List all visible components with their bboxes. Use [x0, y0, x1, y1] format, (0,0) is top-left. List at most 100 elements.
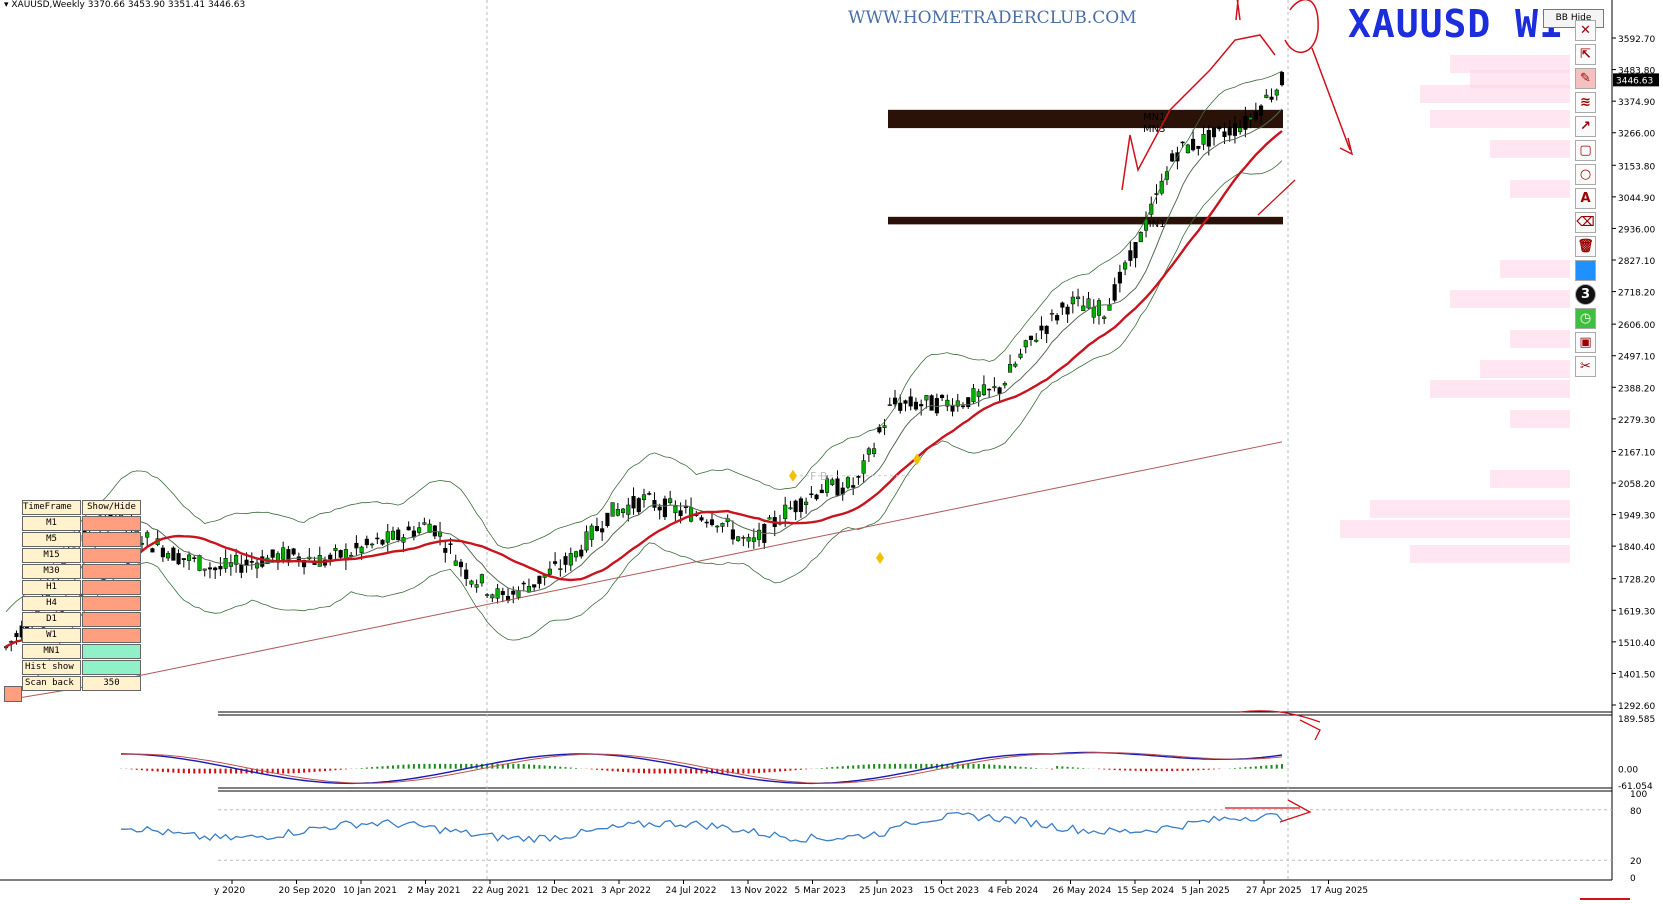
macd-histogram-bar [695, 768, 698, 774]
macd-tick-label: -61.054 [1618, 782, 1653, 792]
save-icon[interactable]: ▣ [1575, 332, 1596, 353]
macd-histogram-bar [459, 763, 462, 769]
timeframe-row-w1-toggle[interactable] [82, 628, 141, 643]
macd-histogram-bar [611, 768, 614, 772]
candle-body [1248, 117, 1253, 120]
macd-histogram-bar [826, 767, 829, 769]
candle-body [1081, 305, 1086, 312]
macd-histogram-bar [956, 763, 959, 769]
macd-histogram-bar [679, 768, 682, 774]
candle-body [1065, 306, 1070, 315]
macd-histogram-bar [1165, 768, 1168, 772]
macd-histogram-bar [324, 768, 326, 772]
price-tick-label: 2827.10 [1618, 257, 1655, 267]
clock-icon[interactable]: ◷ [1575, 308, 1596, 329]
macd-histogram-bar [575, 768, 578, 769]
wave-icon[interactable]: ≋ [1575, 92, 1596, 113]
rsi-line [121, 811, 1283, 844]
candle-body [746, 537, 751, 542]
candle-body [783, 504, 788, 519]
eraser-icon[interactable]: ⌫ [1575, 212, 1596, 233]
macd-histogram-bar [1270, 765, 1273, 769]
candle-body [1154, 193, 1159, 195]
candle-body [192, 557, 197, 559]
macd-histogram-bar [998, 765, 1001, 769]
rectangle-icon[interactable]: ▢ [1575, 140, 1596, 161]
candle-body [1274, 89, 1279, 96]
candle-body [1034, 339, 1039, 342]
candle-body [1128, 250, 1133, 261]
price-tick-label: 1840.40 [1618, 543, 1655, 553]
candle-body [14, 633, 19, 637]
symbol-big-label: XAUUSD W1 [1348, 2, 1563, 46]
macd-histogram-bar [282, 768, 285, 774]
macd-histogram-bar [371, 767, 374, 769]
macd-histogram-bar [1024, 767, 1027, 769]
candle-body [997, 387, 1002, 394]
trash-icon[interactable]: 🗑 [1575, 236, 1596, 257]
hist-show-row-toggle[interactable] [82, 660, 141, 675]
width-icon[interactable]: 3 [1575, 284, 1596, 305]
timeframe-row-m1-toggle[interactable] [82, 516, 141, 531]
macd-histogram-bar [1077, 767, 1080, 769]
candle-body [992, 386, 997, 389]
candle-body [798, 498, 803, 512]
candle-body [662, 498, 667, 518]
circle-icon[interactable]: ○ [1575, 164, 1596, 185]
macd-histogram-bar [1197, 768, 1200, 771]
candle-body [171, 547, 176, 561]
macd-histogram-bar [1129, 768, 1132, 771]
timeframe-row-d1-label: D1 [22, 612, 81, 627]
color-icon[interactable] [1575, 260, 1596, 281]
candle-body [547, 568, 552, 575]
macd-histogram-bar [904, 763, 907, 769]
timeframe-row-m30-toggle[interactable] [82, 564, 141, 579]
timeframe-row-m5-toggle[interactable] [82, 532, 141, 547]
candle-body [981, 384, 986, 396]
macd-histogram-bar [1056, 765, 1059, 769]
text-icon[interactable]: A [1575, 188, 1596, 209]
macd-histogram-bar [470, 763, 473, 769]
candle-body [751, 537, 756, 542]
candle-body [223, 558, 228, 569]
candle-body [1117, 271, 1122, 284]
candle-body [736, 536, 741, 541]
close-icon[interactable]: ✕ [1575, 20, 1596, 41]
timeframe-row-d1-toggle[interactable] [82, 612, 141, 627]
macd-histogram-bar [292, 768, 295, 774]
candle-body [1164, 171, 1170, 180]
timeframe-row-mn1-toggle[interactable] [82, 644, 141, 659]
macd-histogram-bar [1239, 767, 1242, 769]
macd-histogram-bar [512, 763, 515, 769]
macd-histogram-bar [1139, 768, 1142, 771]
macd-histogram-bar [428, 763, 431, 769]
pencil-icon[interactable]: ✎ [1575, 68, 1596, 89]
timeframe-row-m15-toggle[interactable] [82, 548, 141, 563]
timeframe-row-h4-toggle[interactable] [82, 596, 141, 611]
macd-histogram-bar [177, 768, 180, 773]
cursor-icon[interactable]: ⇱ [1575, 44, 1596, 65]
color-swatch[interactable] [4, 686, 22, 702]
scan-back-row-toggle[interactable]: 350 [82, 676, 141, 691]
arrow-icon[interactable]: ↗ [1575, 116, 1596, 137]
candle-body [584, 531, 589, 551]
candle-body [1028, 335, 1034, 340]
timeframe-row-h1-toggle[interactable] [82, 580, 141, 595]
macd-histogram-bar [700, 768, 703, 774]
candle-body [919, 404, 924, 407]
candle-body [234, 554, 239, 565]
macd-histogram-bar [690, 768, 693, 774]
zone-label: MN1 [1143, 219, 1165, 230]
macd-tick-label: 0.00 [1618, 766, 1638, 776]
macd-histogram-bar [909, 763, 912, 769]
annotation-curve [1121, 34, 1276, 191]
candle-body [1232, 123, 1237, 136]
macd-histogram-bar [423, 763, 426, 769]
scissors-icon[interactable]: ✂ [1575, 356, 1596, 377]
timeframe-row-m30: M30 [22, 564, 141, 579]
macd-histogram-bar [590, 768, 593, 770]
price-tick-label: 2058.20 [1618, 480, 1655, 490]
macd-histogram-bar [1213, 768, 1216, 770]
macd-histogram-bar [386, 765, 389, 769]
